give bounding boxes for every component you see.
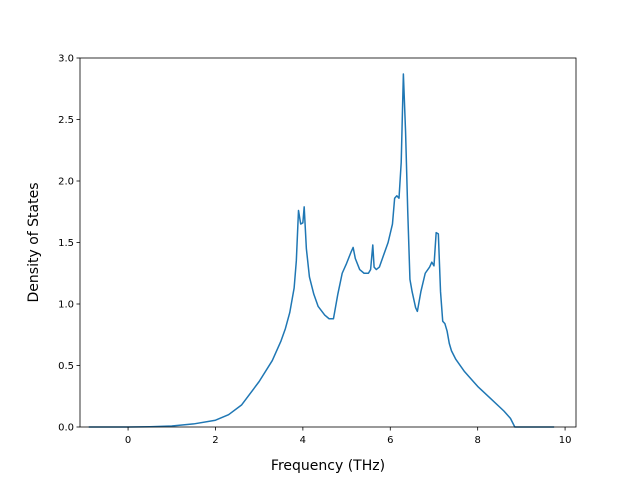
y-axis-label: Density of States: [26, 183, 42, 303]
plot-area: [80, 58, 576, 427]
y-tick-label: 0.0: [58, 423, 74, 434]
x-tick-label: 4: [300, 435, 306, 446]
y-axis: 0.0 0.5 1.0 1.5 2.0 2.5 3.0: [58, 54, 80, 434]
y-tick-label: 1.0: [58, 300, 74, 311]
dos-series-line: [88, 73, 555, 428]
y-tick-label: 0.5: [58, 361, 74, 372]
y-tick-label: 3.0: [58, 54, 74, 65]
y-tick-label: 2.5: [58, 115, 74, 126]
x-axis: 0 2 4 6 8 10: [125, 427, 572, 446]
x-tick-label: 2: [212, 435, 218, 446]
y-tick-label: 2.0: [58, 177, 74, 188]
x-axis-label: Frequency (THz): [271, 458, 385, 474]
x-tick-label: 10: [559, 435, 572, 446]
x-tick-label: 0: [125, 435, 131, 446]
y-tick-label: 1.5: [58, 238, 74, 249]
x-tick-label: 6: [387, 435, 393, 446]
x-tick-label: 8: [474, 435, 480, 446]
